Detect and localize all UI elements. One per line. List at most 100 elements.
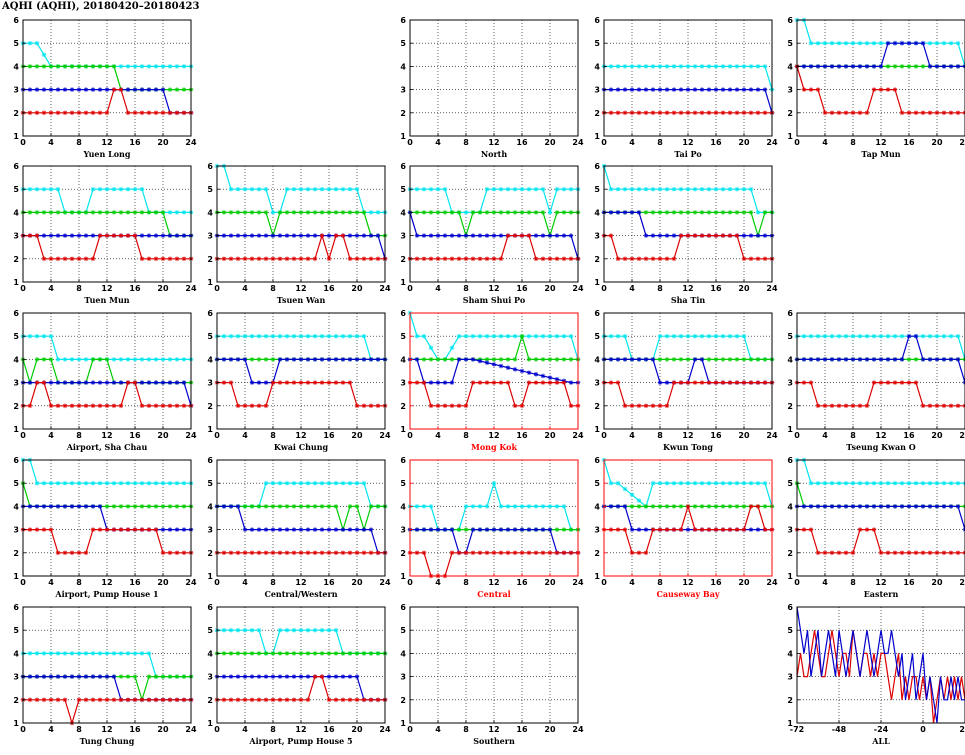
y-tick-label: 2	[207, 402, 213, 411]
data-point-cyan	[955, 480, 961, 486]
data-point-blue	[829, 64, 835, 69]
data-point-green	[449, 357, 455, 362]
data-point-red	[146, 403, 152, 409]
data-point-blue	[347, 357, 353, 362]
data-point-red	[706, 380, 712, 385]
data-point-green	[414, 210, 420, 215]
data-point-red	[568, 256, 574, 262]
data-point-green	[256, 651, 262, 656]
data-point-red	[347, 256, 353, 262]
data-point-green	[505, 210, 511, 215]
data-point-blue	[435, 233, 441, 238]
data-point-blue	[312, 233, 318, 238]
data-point-cyan	[160, 357, 166, 362]
y-tick-label: 4	[594, 208, 600, 217]
data-point-blue	[55, 674, 61, 679]
data-point-blue	[540, 233, 546, 238]
data-point-red	[291, 380, 297, 385]
data-point-cyan	[83, 651, 89, 656]
data-point-cyan	[132, 480, 138, 486]
y-tick-label: 3	[787, 86, 793, 95]
data-point-red	[340, 550, 346, 556]
y-tick-label: 6	[207, 162, 213, 171]
data-point-red	[934, 550, 940, 556]
data-point-cyan	[312, 627, 318, 633]
data-point-green	[83, 210, 89, 215]
x-tick-label: 8	[850, 578, 856, 587]
data-point-cyan	[871, 40, 877, 46]
data-point-red	[829, 403, 835, 409]
data-point-green	[354, 651, 360, 656]
data-point-cyan	[755, 210, 761, 215]
data-point-blue	[948, 357, 954, 362]
x-tick-label: 8	[657, 578, 663, 587]
data-point-cyan	[892, 480, 898, 486]
data-point-red	[519, 233, 525, 238]
data-point-red	[167, 403, 173, 409]
data-point-red	[608, 233, 614, 238]
data-point-blue	[491, 362, 497, 367]
data-point-blue	[414, 527, 420, 532]
data-point-cyan	[270, 210, 276, 215]
data-point-red	[727, 233, 733, 238]
data-point-blue	[892, 504, 898, 509]
data-point-red	[547, 380, 553, 385]
x-tick-label: 24	[959, 578, 965, 587]
data-point-blue	[955, 357, 961, 362]
data-point-blue	[878, 357, 884, 362]
data-point-cyan	[340, 480, 346, 486]
data-point-red	[850, 403, 856, 409]
data-point-cyan	[498, 504, 504, 509]
data-point-red	[160, 697, 166, 703]
data-point-green	[526, 210, 532, 215]
data-point-blue	[808, 504, 814, 509]
data-point-red	[636, 256, 642, 262]
data-point-cyan	[62, 357, 68, 362]
data-point-red	[615, 256, 621, 262]
data-point-cyan	[90, 651, 96, 656]
data-point-blue	[762, 87, 768, 92]
data-point-blue	[347, 674, 353, 679]
data-point-red	[512, 403, 518, 409]
x-tick-label: 8	[463, 284, 469, 293]
x-tick-label: 4	[435, 725, 441, 734]
data-point-red	[97, 233, 103, 238]
data-point-red	[906, 110, 912, 116]
series-line-cyan	[603, 165, 772, 213]
data-point-blue	[526, 527, 532, 532]
x-tick-label: 16	[323, 284, 335, 293]
data-point-red	[428, 256, 434, 262]
data-point-cyan	[643, 64, 649, 69]
data-point-cyan	[741, 64, 747, 69]
data-point-green	[685, 357, 691, 362]
x-tick-label: 4	[629, 284, 635, 293]
data-point-green	[347, 651, 353, 656]
data-point-red	[727, 527, 733, 532]
data-point-red	[153, 110, 159, 116]
data-point-red	[27, 110, 33, 116]
data-point-green	[540, 210, 546, 215]
series-group	[601, 457, 775, 556]
data-point-blue	[643, 357, 649, 362]
data-point-green	[104, 210, 110, 215]
panel-title: Tuen Mun	[84, 295, 129, 305]
x-tick-label: 4	[435, 578, 441, 587]
data-point-green	[90, 210, 96, 215]
x-tick-label: 16	[129, 431, 141, 440]
data-point-red	[449, 403, 455, 409]
data-point-blue	[174, 380, 180, 385]
data-point-cyan	[815, 480, 821, 486]
data-point-blue	[533, 233, 539, 238]
data-point-green	[291, 504, 297, 509]
x-tick-label: 4	[435, 138, 441, 147]
data-point-red	[83, 697, 89, 703]
data-point-red	[815, 550, 821, 556]
data-point-blue	[83, 87, 89, 92]
data-point-cyan	[174, 357, 180, 362]
data-point-cyan	[934, 40, 940, 46]
data-point-cyan	[118, 651, 124, 656]
data-point-blue	[913, 504, 919, 509]
x-tick-label: 4	[629, 431, 635, 440]
data-point-blue	[843, 64, 849, 69]
x-tick-label: -72	[790, 725, 804, 734]
